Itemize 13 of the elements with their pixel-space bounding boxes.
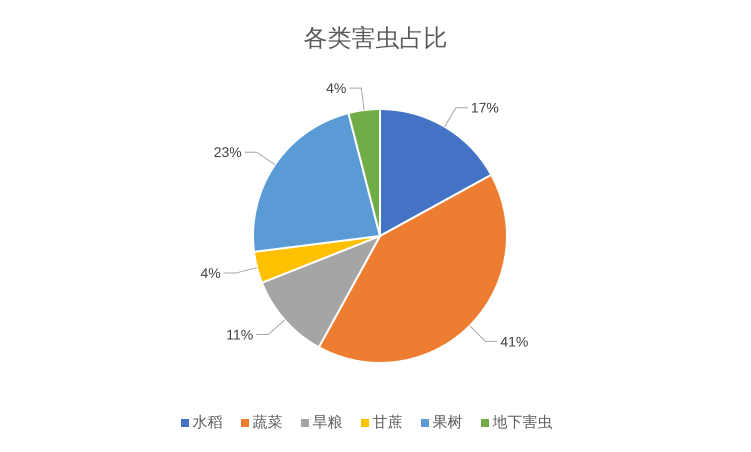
- data-label: 4%: [326, 80, 346, 96]
- chart-title: 各类害虫占比: [302, 23, 448, 54]
- legend-label: 蔬菜: [252, 413, 282, 431]
- data-label: 41%: [500, 333, 528, 350]
- data-label: 17%: [470, 100, 499, 116]
- legend-label: 地下害虫: [492, 413, 552, 431]
- legend-label: 甘蔗: [372, 413, 402, 431]
- data-label: 11%: [226, 326, 254, 343]
- data-label: 23%: [214, 144, 242, 160]
- data-label: 4%: [200, 265, 221, 282]
- legend-label: 旱粮: [312, 413, 342, 431]
- legend-label: 水稻: [192, 413, 222, 431]
- legend-label: 果树: [432, 413, 462, 431]
